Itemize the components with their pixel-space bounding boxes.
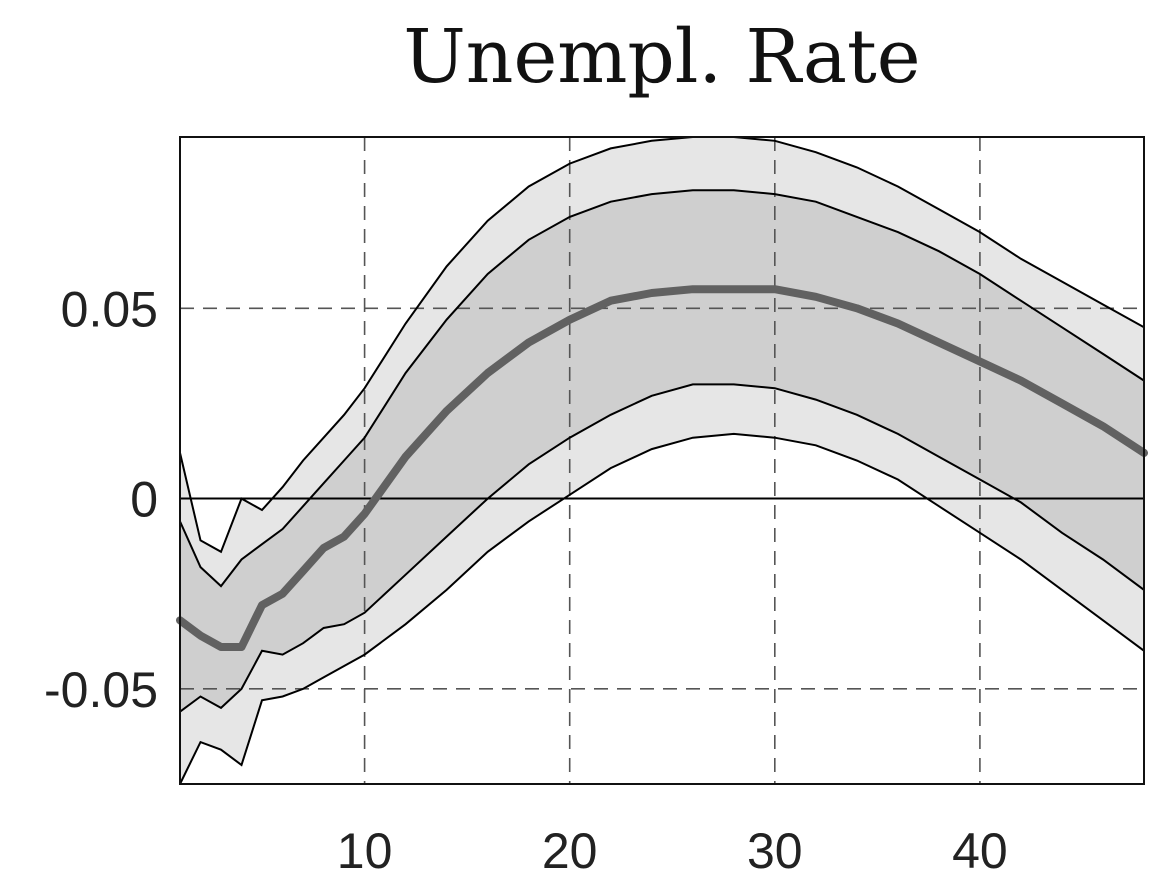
tick-labels: 10 20 30 40 -0.05 0 0.05 (44, 281, 1008, 879)
band-edge-line-0 (179, 136, 1145, 554)
x-tick-label-0: 10 (337, 823, 393, 879)
y-tick-label-0: -0.05 (44, 662, 158, 718)
x-tick-label-3: 40 (952, 823, 1008, 879)
plot-area (176, 136, 1148, 785)
y-tick-label-2: 0.05 (61, 281, 158, 337)
inner-band (180, 190, 1144, 712)
y-tick-label-1: 0 (130, 472, 158, 528)
band-edge-line-1 (179, 189, 1145, 588)
band-edge-line-3 (179, 432, 1145, 785)
median-line (176, 285, 1148, 651)
chart-title: Unempl. Rate (403, 14, 920, 100)
axes-frame (179, 136, 1145, 785)
x-tick-label-1: 20 (542, 823, 598, 879)
band-edge-line-2 (179, 383, 1145, 713)
x-tick-label-2: 30 (747, 823, 803, 879)
